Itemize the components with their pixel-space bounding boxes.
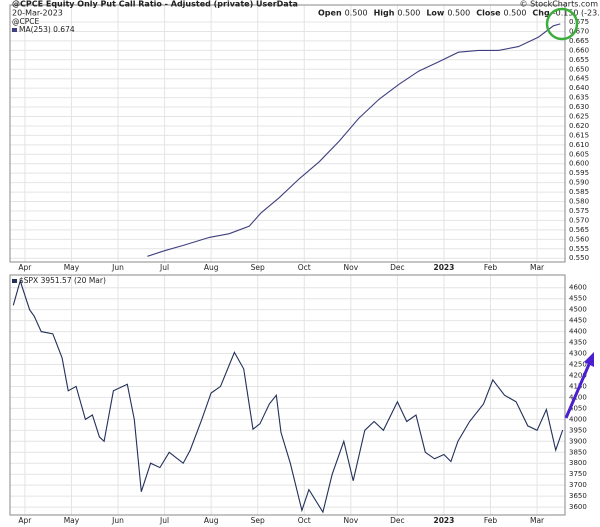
y-tick-label: 0.665: [569, 37, 589, 45]
x-tick-label: Aug: [204, 263, 219, 272]
x-tick-label: Apr: [18, 263, 32, 272]
quote-label: High: [374, 9, 395, 18]
x-tick-label: Oct: [298, 263, 311, 272]
x-tick-label: Dec: [390, 516, 405, 525]
arrow-head: [584, 352, 594, 367]
x-tick-label: Sep: [251, 516, 265, 525]
x-tick-label: Sep: [251, 263, 265, 272]
x-tick-label: Mar: [530, 516, 545, 525]
legend-symbol: @CPCE: [12, 17, 39, 26]
annotation-arrow: [564, 361, 592, 419]
y-tick-label: 0.580: [569, 198, 589, 206]
x-tick-label: Nov: [344, 516, 359, 525]
x-tick-label: Feb: [484, 516, 498, 525]
y-tick-label: 3950: [569, 426, 587, 434]
y-tick-label: 4550: [569, 295, 587, 303]
y-tick-label: 0.600: [569, 160, 589, 168]
y-tick-label: 0.660: [569, 46, 589, 54]
y-tick-label: 0.565: [569, 226, 589, 234]
y-tick-label: 0.570: [569, 216, 589, 224]
y-tick-label: 4600: [569, 284, 587, 292]
x-tick-label: Nov: [344, 263, 359, 272]
quote-label: Chg: [532, 9, 550, 18]
x-tick-label: 2023: [434, 516, 455, 525]
x-tick-label: Jun: [111, 263, 124, 272]
x-tick-label: Feb: [484, 263, 498, 272]
x-tick-label: Jun: [111, 516, 124, 525]
highlight-circle: [545, 7, 579, 41]
watermark: © StockCharts.com: [520, 0, 599, 9]
y-tick-label: 4500: [569, 306, 587, 314]
legend-swatch: [12, 28, 17, 32]
y-tick-label: 3650: [569, 492, 587, 500]
x-tick-label: Jul: [159, 516, 169, 525]
x-tick-label: May: [64, 263, 80, 272]
y-tick-label: 0.675: [569, 18, 589, 26]
y-tick-label: 0.605: [569, 150, 589, 158]
legend-label: MA(253) 0.674: [19, 25, 75, 34]
quote-value: 0.500: [397, 9, 420, 18]
y-tick-label: 0.575: [569, 207, 589, 215]
y-tick-label: 3800: [569, 459, 587, 467]
y-tick-label: 0.630: [569, 103, 589, 111]
quote-label: Low: [426, 9, 445, 18]
x-tick-label: Oct: [298, 516, 311, 525]
chart-date: 20-Mar-2023: [12, 9, 63, 18]
plot-frame: [9, 274, 566, 516]
y-tick-label: 0.625: [569, 112, 589, 120]
y-tick-label: 0.610: [569, 141, 589, 149]
y-tick-label: 0.595: [569, 169, 589, 177]
y-tick-label: 0.590: [569, 179, 589, 187]
legend-swatch: [12, 279, 17, 283]
y-tick-label: 4250: [569, 361, 587, 369]
y-tick-label: 4200: [569, 371, 587, 379]
y-tick-label: 0.555: [569, 245, 589, 253]
plot-frame: [9, 4, 566, 263]
y-tick-label: 0.585: [569, 188, 589, 196]
quote-value: 0.500: [345, 9, 368, 18]
x-tick-label: Jul: [159, 263, 169, 272]
y-tick-label: 4400: [569, 328, 587, 336]
x-tick-label: 2023: [434, 263, 455, 272]
y-tick-label: 4350: [569, 339, 587, 347]
quote-value: 0.500: [504, 9, 527, 18]
y-tick-label: 3600: [569, 503, 587, 511]
y-tick-label: 0.550: [569, 254, 589, 262]
y-tick-label: 4100: [569, 393, 587, 401]
plot-area: [10, 5, 565, 262]
x-tick-label: Dec: [390, 263, 405, 272]
series-line: [12, 279, 564, 514]
chart-layer: Apr May Jun Jul Aug Sep Oct Nov Dec 2023 Feb Mar 0.5…: [9, 0, 600, 525]
y-tick-label: 4450: [569, 317, 587, 325]
y-tick-label: 0.650: [569, 65, 589, 73]
y-tick-label: 4000: [569, 415, 587, 423]
y-tick-label: 4300: [569, 350, 587, 358]
quote-value: -0.150 (-23.08%): [553, 9, 600, 18]
quote-value: 0.500: [447, 9, 470, 18]
quote-label: Close: [476, 9, 501, 18]
legend-label: $SPX 3951.57 (20 Mar): [19, 276, 106, 285]
series-line: [147, 23, 561, 257]
y-tick-label: 0.620: [569, 122, 589, 130]
y-tick-label: 3700: [569, 481, 587, 489]
y-tick-label: 0.560: [569, 235, 589, 243]
y-tick-label: 0.670: [569, 27, 589, 35]
quote-label: Open: [318, 9, 342, 18]
x-tick-label: Aug: [204, 516, 219, 525]
chart-title: @CPCE Equity Only Put Call Ratio - Adjus…: [12, 0, 298, 9]
y-tick-label: 3750: [569, 470, 587, 478]
y-tick-label: 0.655: [569, 56, 589, 64]
y-tick-label: 0.615: [569, 131, 589, 139]
x-tick-label: Apr: [18, 516, 32, 525]
y-tick-label: 3850: [569, 448, 587, 456]
plot-area: [10, 275, 565, 515]
y-tick-label: 0.640: [569, 84, 589, 92]
y-tick-label: 0.645: [569, 75, 589, 83]
x-tick-label: Mar: [530, 263, 545, 272]
y-tick-label: 0.635: [569, 94, 589, 102]
y-tick-label: 4050: [569, 404, 587, 412]
y-tick-label: 3900: [569, 437, 587, 445]
x-tick-label: May: [64, 516, 80, 525]
